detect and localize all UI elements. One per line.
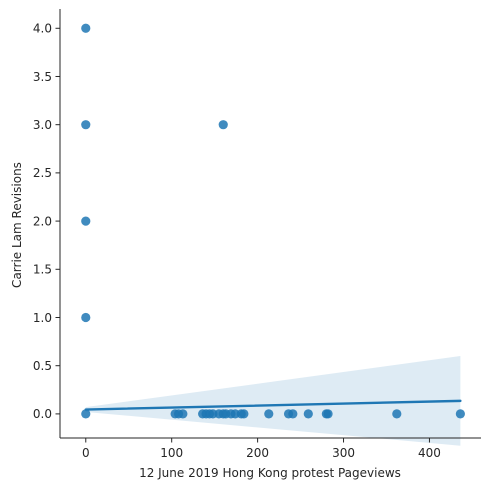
y-tick-label: 2.0	[33, 214, 52, 228]
scatter-point	[81, 312, 91, 323]
x-tick-label: 0	[82, 446, 90, 460]
y-tick-label: 3.5	[33, 70, 52, 84]
scatter-point	[264, 409, 274, 419]
scatter-point	[455, 409, 465, 419]
y-tick-label: 4.0	[33, 22, 52, 36]
scatter-point	[178, 409, 188, 419]
scatter-point	[392, 409, 402, 419]
y-tick-label: 2.5	[33, 166, 52, 180]
scatter-point	[239, 409, 249, 419]
y-tick-label: 1.5	[33, 263, 52, 277]
regression-line-layer	[84, 399, 462, 411]
scatter-point	[303, 409, 313, 419]
x-axis-label: 12 June 2019 Hong Kong protest Pageviews	[139, 466, 401, 480]
x-tick-label: 100	[160, 446, 183, 460]
scatter-point	[81, 409, 91, 419]
confidence-band	[85, 356, 461, 446]
y-tick-label: 0.0	[33, 407, 52, 421]
scatter-point	[81, 120, 91, 130]
scatter-point	[288, 409, 298, 419]
y-tick-label: 1.0	[33, 311, 52, 325]
y-tick-label: 0.5	[33, 359, 52, 373]
scatter-point	[323, 409, 333, 419]
y-axis-label: Carrie Lam Revisions	[10, 162, 24, 288]
x-tick-label: 400	[418, 446, 441, 460]
scatter-point	[81, 216, 91, 226]
scatter-point	[218, 120, 228, 130]
regression-line	[84, 399, 462, 411]
confidence-band-layer	[85, 356, 461, 446]
scatter-point	[81, 23, 91, 33]
axes-layer: 0 100 200 300 400 0.0 0.5 1.0 1.5 2.0 2.5 3.0 3.5 4.0	[33, 9, 481, 460]
scatter-points-layer	[81, 23, 465, 419]
x-tick-label: 300	[332, 446, 355, 460]
y-tick-label: 3.0	[33, 118, 52, 132]
x-tick-label: 200	[246, 446, 269, 460]
